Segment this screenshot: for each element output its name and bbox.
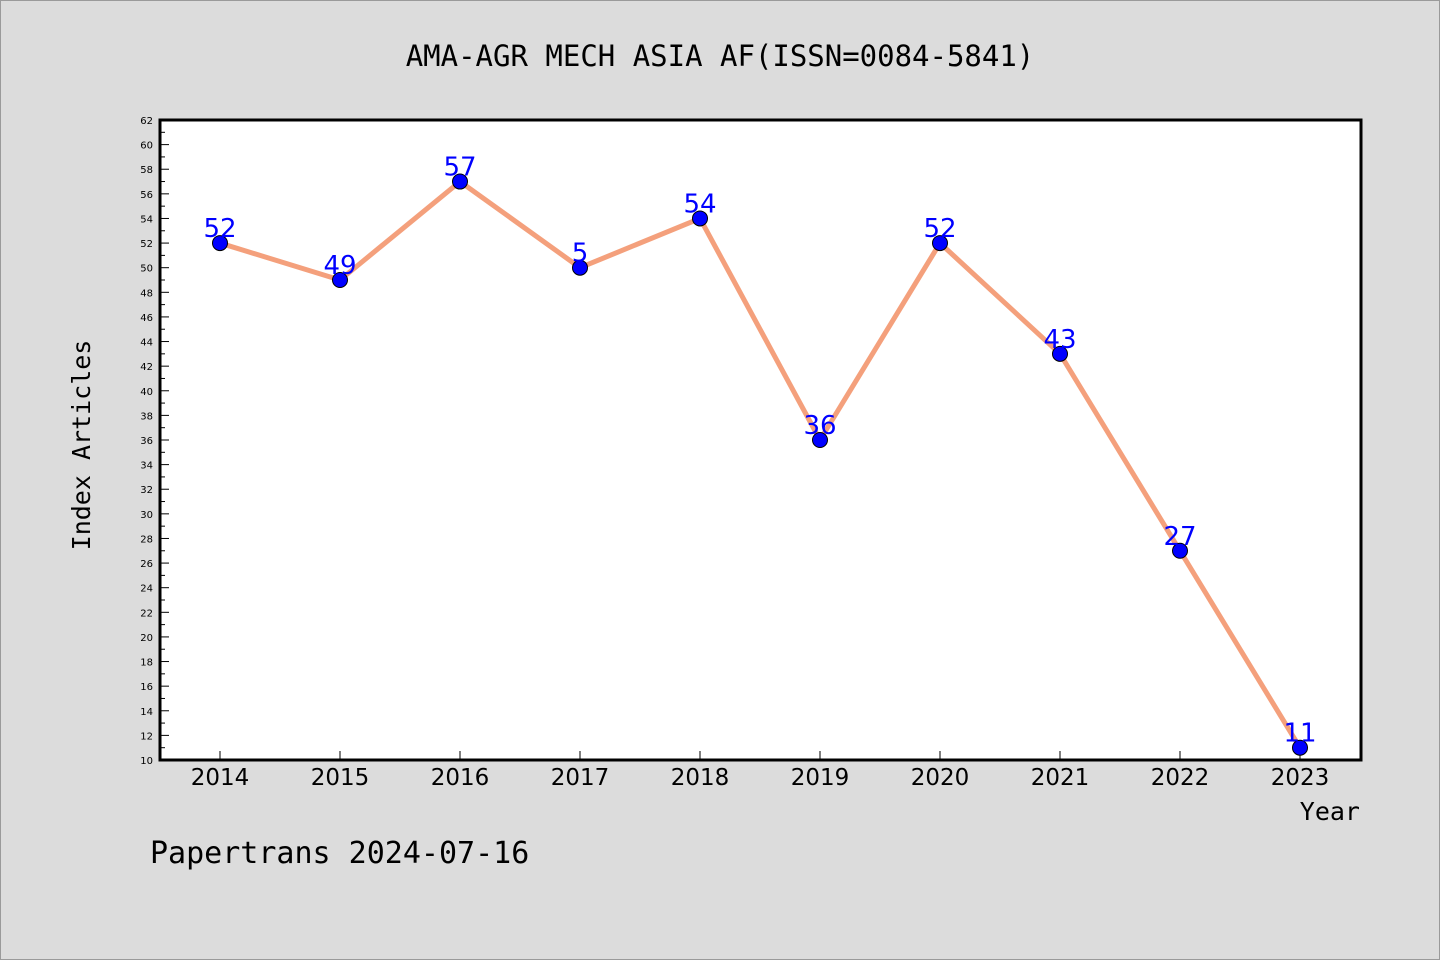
data-point [1172,542,1188,559]
data-point [332,272,348,288]
y-tick-label: 46 [140,313,153,324]
y-tick-label: 58 [140,165,153,176]
y-tick-label: 18 [140,658,153,669]
data-point [812,432,828,448]
x-tick-label: 2014 [191,765,250,791]
data-label: 54 [683,189,716,219]
data-label: 49 [323,251,356,281]
data-label: 57 [443,153,476,183]
data-label: 52 [923,214,956,244]
data-point [692,210,708,227]
y-tick-label: 62 [140,116,153,127]
y-tick-label: 40 [140,387,153,398]
x-axis-label: Year [1300,797,1360,826]
data-label: 52 [203,214,236,244]
y-tick-label: 34 [140,461,153,472]
data-label: 11 [1283,719,1316,749]
y-tick-label: 48 [140,288,153,299]
y-tick-label: 42 [140,362,153,373]
x-tick-label: 2018 [671,765,730,791]
y-tick-label: 30 [140,510,153,521]
x-tick-label: 2023 [1271,765,1330,791]
x-tick-label: 2020 [911,765,970,791]
y-axis-label: Index Articles [67,340,96,551]
data-label: 5 [572,239,589,269]
series-line [217,179,1303,751]
plot-frame [158,118,1363,762]
y-tick-label: 20 [140,633,153,644]
y-tick-label: 12 [140,731,153,742]
y-tick-label: 28 [140,534,153,545]
x-axis-ticks: 2014 2015 2016 2017 2018 2019 2020 2021 2022 2023 [191,751,1330,791]
data-point [1052,345,1068,362]
x-tick-label: 2021 [1031,765,1090,791]
series-line-group [212,173,1308,756]
y-tick-label: 16 [140,682,153,693]
data-labels-group: 52 49 57 5 54 36 52 43 27 11 [203,153,1316,749]
y-tick-label: 56 [140,190,153,201]
x-tick-label: 2016 [431,765,490,791]
y-tick-label: 14 [140,707,153,718]
data-point [452,173,468,190]
y-axis-ticks: 10 12 14 16 18 20 22 24 26 28 30 32 34 36 38 40 42 44 46 48… [140,116,169,767]
data-point [212,235,228,252]
x-tick-label: 2019 [791,765,850,791]
y-tick-label: 36 [140,436,153,447]
y-tick-label: 50 [140,264,153,275]
y-tick-label: 10 [140,756,153,767]
y-tick-label: 54 [140,214,153,225]
y-tick-label: 32 [140,485,153,496]
y-tick-label: 26 [140,559,153,570]
x-tick-label: 2022 [1151,765,1210,791]
y-tick-label: 60 [140,141,153,152]
data-label: 43 [1043,325,1076,355]
footer-text: Papertrans 2024-07-16 [150,836,529,871]
plot-area [160,120,1361,760]
y-tick-label: 38 [140,411,153,422]
y-tick-label: 44 [140,338,153,349]
data-label: 27 [1163,522,1196,552]
data-label: 36 [803,411,836,441]
y-tick-label: 24 [140,584,153,595]
y-tick-label: 22 [140,608,153,619]
data-point [572,259,588,276]
chart-title: AMA-AGR MECH ASIA AF(ISSN=0084-5841) [406,39,1035,73]
x-tick-label: 2017 [551,765,610,791]
data-point [932,235,948,252]
y-tick-label: 52 [140,239,153,250]
x-tick-label: 2015 [311,765,370,791]
data-point [1292,739,1308,756]
